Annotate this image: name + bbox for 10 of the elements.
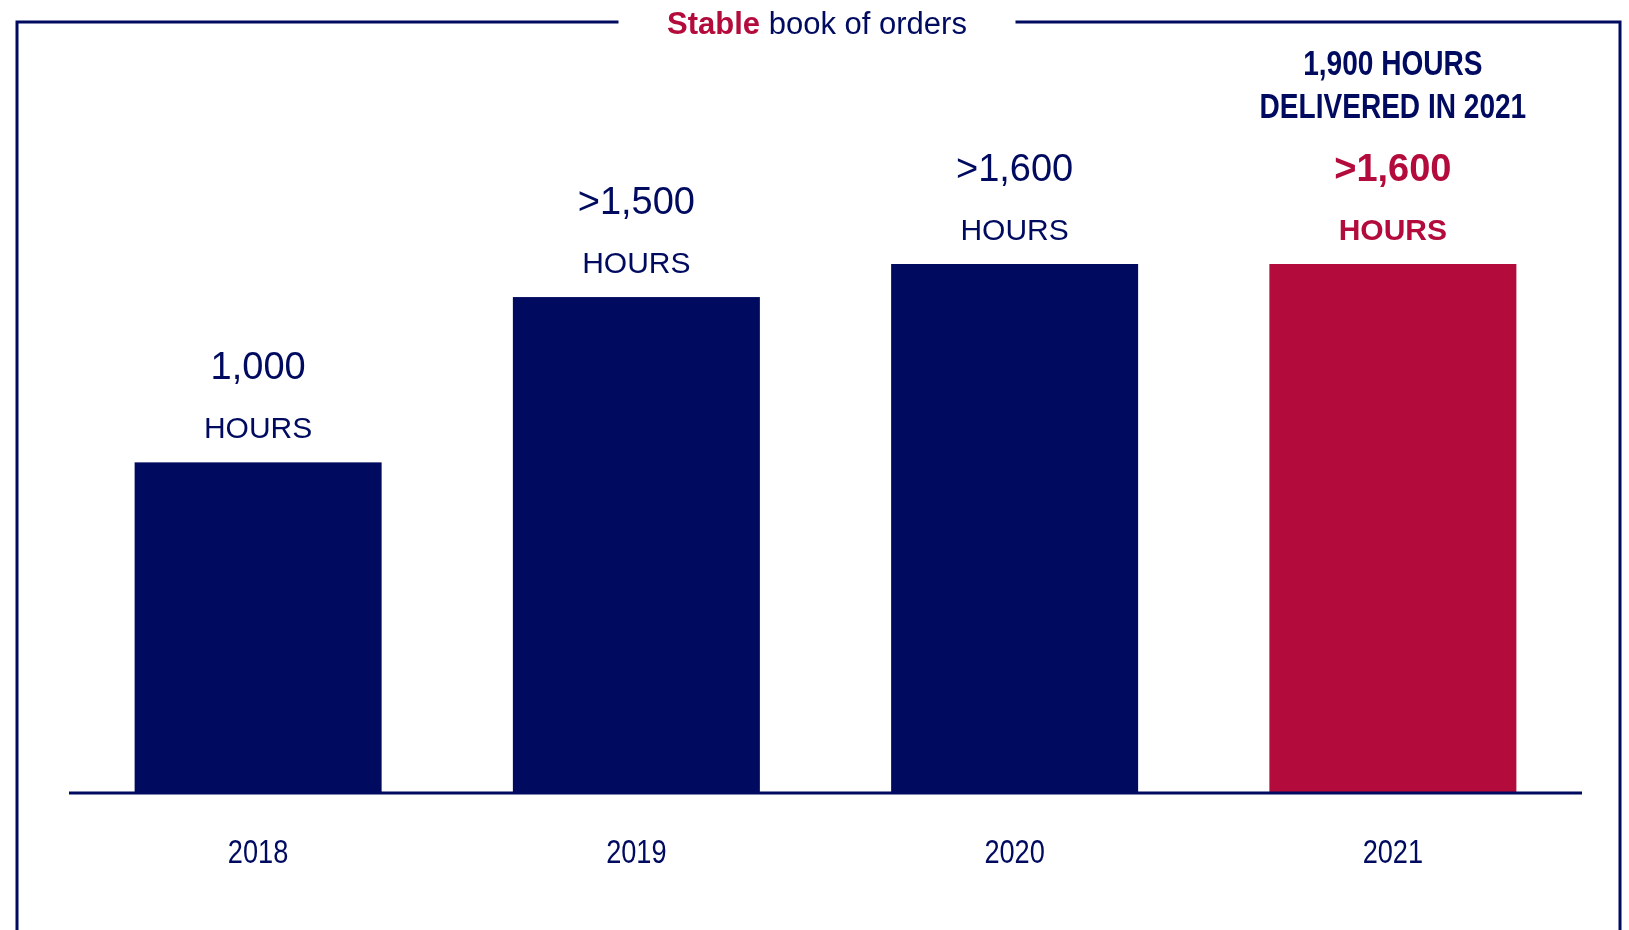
data-label: >1,600 HOURS	[1334, 147, 1452, 246]
x-tick-label: 2018	[227, 832, 289, 871]
x-tick-label: 2020	[984, 832, 1045, 871]
chart-title: Stable book of orders	[667, 6, 967, 41]
data-label: >1,600 HOURS	[955, 147, 1074, 246]
data-label: >1,500 HOURS	[577, 180, 696, 280]
data-label: 1,000 HOURS	[203, 345, 313, 445]
text: 1,900 HOURS DELIVERED IN 2021	[1259, 42, 1527, 126]
x-tick-label: 2019	[606, 832, 667, 871]
x-tick-label: 2021	[1362, 832, 1424, 871]
